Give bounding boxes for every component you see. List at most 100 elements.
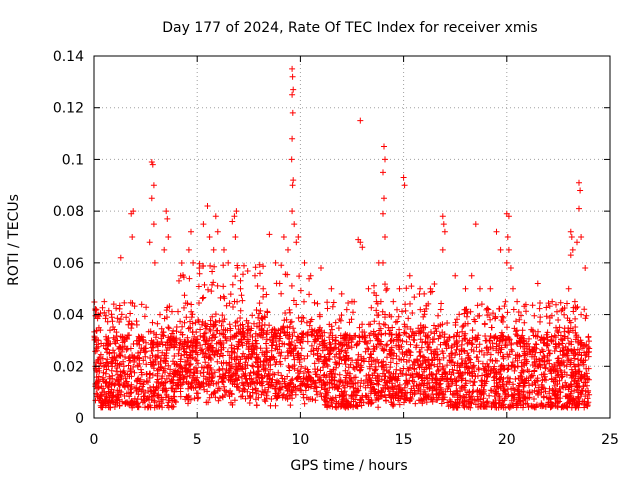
scatter-point [186,275,193,282]
scatter-point [260,293,267,300]
background-point [149,341,156,347]
background-point [421,354,428,361]
background-point [197,326,204,333]
scatter-point [387,327,393,334]
scatter-point [240,325,247,332]
background-point [171,368,177,375]
background-point [472,373,479,380]
background-point [189,320,196,327]
background-point [519,376,526,383]
background-point [185,385,192,392]
background-point [513,339,520,346]
background-point [455,400,462,407]
background-point [382,330,389,337]
background-point [456,364,463,371]
background-point [470,362,477,369]
background-point [520,343,526,350]
outlier-point [505,213,512,220]
scatter-point [324,305,331,312]
outlier-point [493,228,500,235]
scatter-point [529,302,536,309]
scatter-point [502,298,509,305]
outlier-point [237,285,244,292]
background-point [273,379,279,386]
background-point [461,404,468,411]
background-point [333,398,340,405]
background-point [410,358,417,365]
background-point [458,356,465,362]
background-point [308,342,315,349]
scatter-point [438,300,445,307]
background-point [512,376,519,382]
scatter-point [108,311,115,318]
background-point [562,343,569,350]
scatter-point [207,262,214,269]
background-point [159,341,166,348]
scatter-point [537,314,544,321]
background-point [257,345,264,352]
background-point [514,357,521,364]
background-point [262,367,269,374]
background-point [376,373,382,380]
background-point [273,390,280,397]
background-point [545,347,552,354]
background-point [364,378,371,385]
scatter-point [104,318,111,325]
background-point [518,377,525,384]
outlier-point [188,228,194,235]
background-point [532,349,539,356]
background-point [508,363,515,370]
outlier-point [507,265,514,271]
background-point [197,347,204,354]
background-point [583,351,590,358]
background-point [375,360,382,366]
background-point [255,374,262,381]
plot-frame [93,55,611,419]
background-point [147,370,154,377]
background-point [428,356,435,363]
outlier-point [401,182,408,189]
background-point [395,342,402,349]
background-point [211,388,218,395]
scatter-point [388,337,395,344]
background-point [177,336,183,343]
scatter-point [202,325,209,332]
background-point [452,352,458,358]
background-point [552,388,559,395]
background-point [433,376,440,383]
scatter-point [311,327,318,334]
scatter-point [284,324,291,331]
scatter-point [359,321,366,328]
scatter-point [147,328,154,335]
background-point [110,347,116,354]
background-point [404,381,411,387]
outlier-point [571,298,578,305]
scatter-point [164,304,171,311]
background-point [357,367,364,374]
background-point [515,382,522,389]
background-point [305,373,312,380]
background-point [159,373,166,380]
background-point [225,389,232,396]
scatter-point [296,273,303,280]
background-point [481,403,488,410]
background-point [404,323,411,330]
background-point [398,357,405,363]
outlier-point [212,213,219,220]
background-point [162,342,169,349]
background-point [382,321,389,328]
scatter-point [514,332,521,339]
background-point [170,393,177,400]
background-point [219,330,225,337]
scatter-point [532,333,539,340]
background-point [314,391,321,398]
background-point [136,360,143,367]
background-point [498,402,505,409]
scatter-point [374,337,381,344]
background-point [491,369,498,376]
background-point [457,373,463,380]
background-point [439,373,446,380]
scatter-point [423,305,430,312]
background-point [535,387,542,394]
scatter-point [129,300,136,307]
